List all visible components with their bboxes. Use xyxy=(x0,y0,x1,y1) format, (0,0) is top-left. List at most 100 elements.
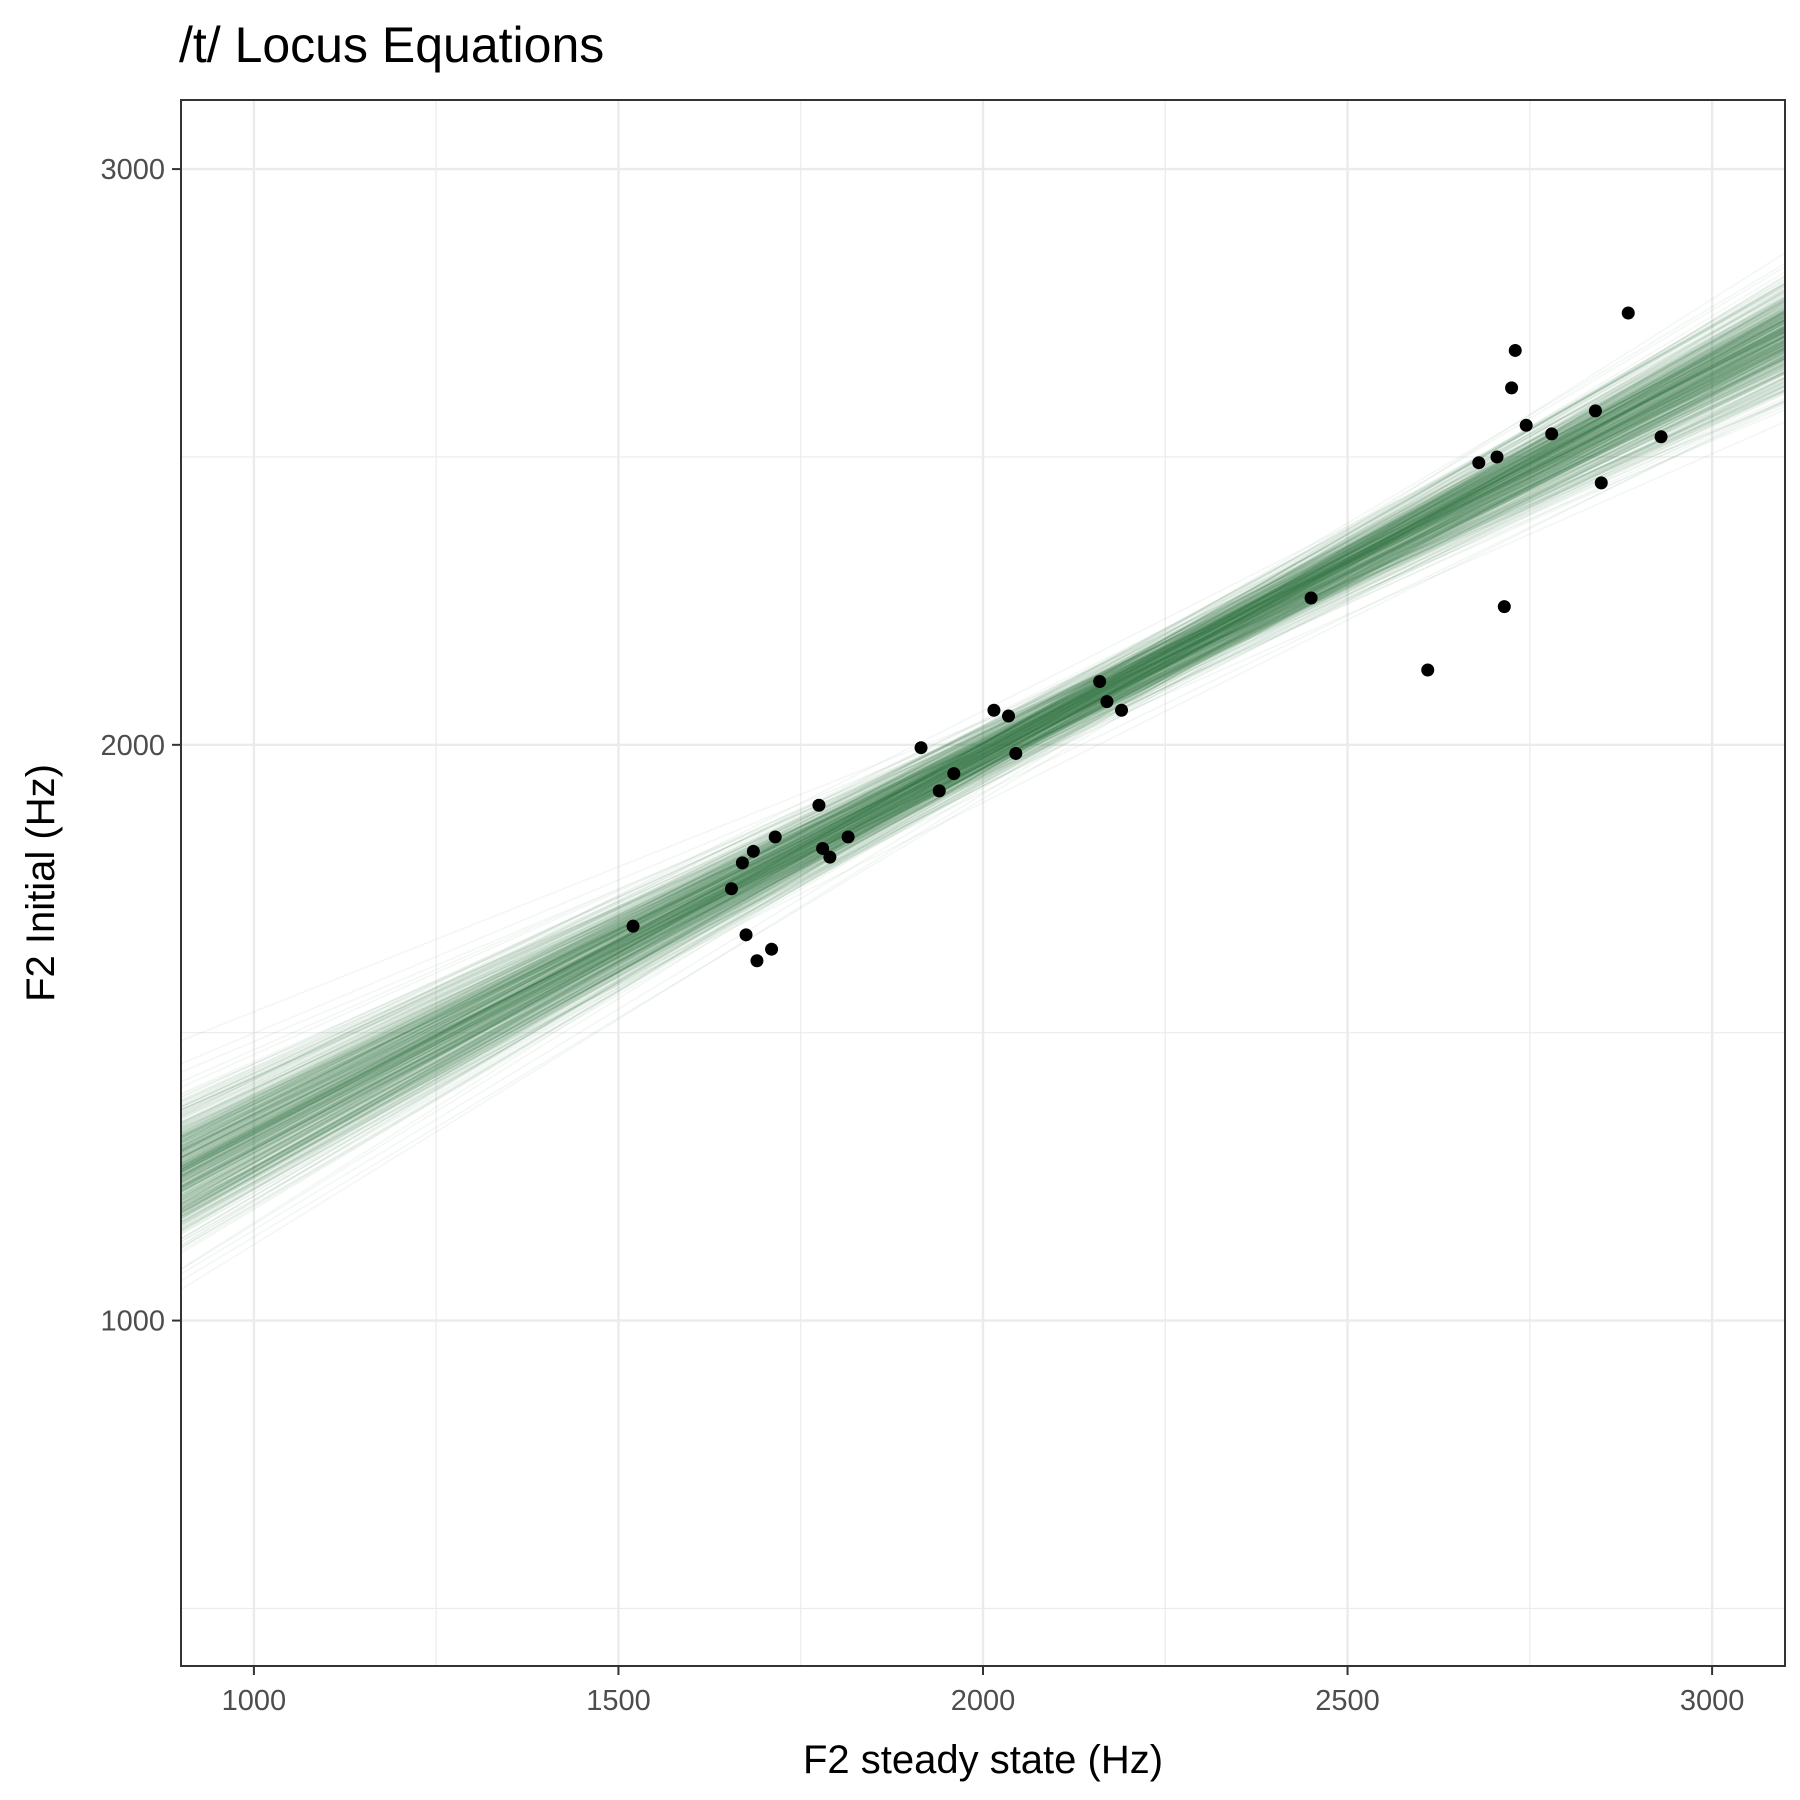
regression-line xyxy=(181,330,1785,1136)
regression-line xyxy=(181,316,1785,1209)
regression-line xyxy=(181,285,1785,1187)
regression-line xyxy=(181,319,1785,1166)
regression-line xyxy=(181,324,1785,1212)
data-point xyxy=(1421,663,1435,677)
regression-line xyxy=(181,355,1785,1192)
regression-line xyxy=(181,334,1785,1171)
regression-line xyxy=(181,317,1785,1207)
regression-line xyxy=(181,390,1785,1151)
regression-line xyxy=(181,307,1785,1214)
regression-line xyxy=(181,322,1785,1172)
regression-line xyxy=(181,381,1785,1140)
regression-line xyxy=(181,344,1785,1173)
regression-line xyxy=(181,371,1785,1145)
data-point xyxy=(1497,600,1511,614)
regression-line xyxy=(181,348,1785,1177)
regression-line xyxy=(181,409,1785,1096)
regression-line xyxy=(181,288,1785,1202)
regression-line xyxy=(181,327,1785,1189)
regression-line xyxy=(181,290,1785,1231)
regression-line xyxy=(181,312,1785,1157)
regression-line xyxy=(181,328,1785,1172)
regression-line xyxy=(181,366,1785,1153)
regression-line xyxy=(181,310,1785,1188)
regression-line xyxy=(181,335,1785,1188)
regression-line xyxy=(181,299,1785,1240)
regression-line xyxy=(181,327,1785,1170)
regression-line xyxy=(181,351,1785,1185)
y-tick-label: 1000 xyxy=(100,1306,165,1338)
regression-line xyxy=(181,283,1785,1206)
regression-line xyxy=(181,356,1785,1152)
regression-line xyxy=(181,318,1785,1170)
regression-line xyxy=(181,351,1785,1115)
regression-line xyxy=(181,252,1785,1270)
regression-line xyxy=(181,316,1785,1172)
regression-line xyxy=(181,343,1785,1183)
regression-line xyxy=(181,313,1785,1190)
regression-line xyxy=(181,322,1785,1173)
regression-line xyxy=(181,289,1785,1211)
regression-line xyxy=(181,298,1785,1220)
regression-line xyxy=(181,304,1785,1158)
regression-line xyxy=(181,311,1785,1176)
data-point xyxy=(1100,695,1114,709)
regression-line xyxy=(181,331,1785,1170)
regression-line xyxy=(181,405,1785,1130)
regression-line xyxy=(181,347,1785,1146)
regression-line xyxy=(181,329,1785,1149)
regression-line xyxy=(181,332,1785,1212)
regression-line xyxy=(181,291,1785,1164)
regression-line xyxy=(181,314,1785,1188)
regression-line xyxy=(181,310,1785,1168)
regression-line xyxy=(181,319,1785,1156)
regression-line xyxy=(181,387,1785,1111)
regression-line xyxy=(181,331,1785,1173)
regression-line xyxy=(181,354,1785,1158)
regression-line xyxy=(181,263,1785,1216)
regression-line xyxy=(181,328,1785,1214)
regression-line xyxy=(181,331,1785,1151)
regression-line xyxy=(181,370,1785,1158)
regression-line xyxy=(181,346,1785,1192)
regression-line xyxy=(181,370,1785,1155)
regression-line xyxy=(181,339,1785,1160)
regression-line xyxy=(181,380,1785,1136)
regression-line xyxy=(181,348,1785,1179)
regression-line xyxy=(181,350,1785,1223)
regression-line xyxy=(181,365,1785,1164)
regression-line xyxy=(181,349,1785,1130)
regression-line xyxy=(181,385,1785,1140)
regression-line xyxy=(181,389,1785,1119)
data-point xyxy=(947,767,961,781)
regression-line xyxy=(181,353,1785,1135)
regression-line xyxy=(181,328,1785,1169)
regression-line xyxy=(181,313,1785,1194)
regression-line xyxy=(181,345,1785,1151)
regression-line xyxy=(181,304,1785,1118)
regression-line xyxy=(181,321,1785,1154)
regression-line xyxy=(181,365,1785,1148)
regression-line xyxy=(181,364,1785,1138)
regression-line xyxy=(181,323,1785,1134)
regression-line xyxy=(181,381,1785,1133)
regression-line xyxy=(181,275,1785,1247)
regression-line xyxy=(181,320,1785,1173)
regression-line xyxy=(181,400,1785,1073)
regression-line xyxy=(181,353,1785,1163)
regression-line xyxy=(181,354,1785,1189)
regression-line xyxy=(181,351,1785,1202)
regression-line xyxy=(181,327,1785,1154)
regression-line xyxy=(181,338,1785,1135)
regression-line xyxy=(181,312,1785,1187)
regression-line xyxy=(181,328,1785,1157)
regression-line xyxy=(181,377,1785,1123)
data-point xyxy=(746,844,760,858)
regression-line xyxy=(181,330,1785,1149)
regression-line xyxy=(181,303,1785,1249)
regression-line xyxy=(181,300,1785,1183)
regression-line xyxy=(181,343,1785,1144)
regression-line xyxy=(181,390,1785,1139)
regression-line xyxy=(181,357,1785,1153)
